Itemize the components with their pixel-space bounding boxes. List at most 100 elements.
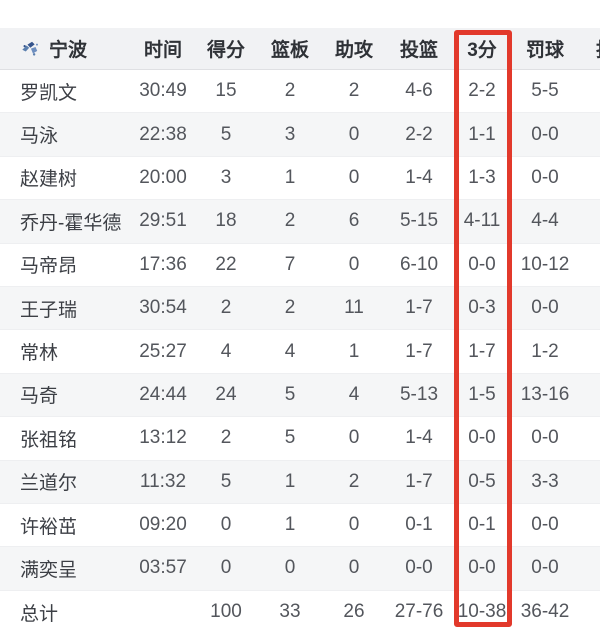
stat-fg: 1-7 — [405, 470, 433, 492]
stat-reb: 33 — [279, 601, 301, 623]
player-row: 乔丹-霍华德 29:51 18 2 6 5-15 4-11 4-4 — [0, 200, 600, 244]
stat-ast: 26 — [343, 601, 365, 623]
team-header-cell[interactable]: 宁波 — [0, 35, 132, 62]
stat-tp: 1-7 — [468, 340, 496, 362]
stat-ast: 0 — [348, 557, 360, 579]
col-header-threes: 3分 — [467, 40, 497, 61]
table-header-row: 宁波 时间 得分 篮板 助攻 投篮 3分 罚球 抢 — [0, 28, 600, 70]
player-name[interactable]: 罗凯文 — [20, 82, 78, 104]
stat-pts: 15 — [215, 80, 237, 102]
player-name[interactable]: 王子瑞 — [20, 299, 78, 321]
stat-ast: 2 — [348, 80, 360, 102]
stat-time: 22:38 — [139, 123, 187, 145]
stat-ast: 0 — [348, 253, 360, 275]
stat-tp: 0-0 — [468, 253, 496, 275]
stat-ft: 1-2 — [531, 340, 559, 362]
stat-fg: 5-15 — [399, 210, 439, 232]
stat-time: 03:57 — [139, 557, 187, 579]
col-header-steals-partial: 抢 — [578, 35, 600, 62]
stat-pts: 5 — [220, 470, 232, 492]
stat-fg: 0-0 — [405, 557, 433, 579]
player-name[interactable]: 常林 — [20, 343, 59, 365]
stat-time: 17:36 — [139, 253, 187, 275]
stat-pts: 24 — [215, 383, 237, 405]
stat-pts: 0 — [220, 514, 232, 536]
stat-ft: 0-0 — [531, 123, 559, 145]
stat-ast: 0 — [348, 166, 360, 188]
stat-tp: 1-3 — [468, 166, 496, 188]
stat-time: 13:12 — [139, 427, 187, 449]
stat-ft: 36-42 — [520, 601, 570, 623]
stat-reb: 2 — [284, 210, 296, 232]
stat-time: 30:54 — [139, 297, 187, 319]
stat-reb: 7 — [284, 253, 296, 275]
player-row: 赵建树 20:00 3 1 0 1-4 1-3 0-0 — [0, 156, 600, 201]
stat-fg: 1-4 — [405, 427, 433, 449]
stat-tp: 0-0 — [468, 557, 496, 579]
stat-ast: 4 — [348, 383, 360, 405]
stat-pts: 22 — [215, 253, 237, 275]
player-name[interactable]: 马奇 — [20, 386, 59, 408]
stat-reb: 0 — [284, 557, 296, 579]
stat-tp: 0-1 — [468, 514, 496, 536]
totals-row: 总计 100 33 26 27-76 10-38 36-42 — [0, 590, 600, 635]
table-body: 罗凯文 30:49 15 2 2 4-6 2-2 5-5 马泳 22:38 5 3 0 2-2 1-1 0-0… — [0, 70, 600, 635]
stat-tp: 0-5 — [468, 470, 496, 492]
player-name[interactable]: 许裕茁 — [20, 516, 78, 538]
stat-ast: 11 — [344, 297, 364, 319]
player-name[interactable]: 张祖铭 — [20, 429, 78, 451]
player-row: 许裕茁 09:20 0 1 0 0-1 0-1 0-0 — [0, 503, 600, 548]
stat-ft: 0-0 — [531, 514, 559, 536]
stat-pts: 3 — [220, 166, 232, 188]
stat-time: 25:27 — [139, 340, 187, 362]
stat-ast: 6 — [348, 210, 360, 232]
stat-tp: 10-38 — [457, 601, 507, 623]
stat-time: 24:44 — [139, 383, 187, 405]
player-row: 王子瑞 30:54 2 2 11 1-7 0-3 0-0 — [0, 286, 600, 331]
stat-fg: 2-2 — [405, 123, 433, 145]
stat-fg: 1-7 — [405, 297, 433, 319]
player-name[interactable]: 满奕呈 — [20, 559, 78, 581]
stat-reb: 1 — [284, 470, 296, 492]
stat-ft: 0-0 — [531, 427, 559, 449]
stat-fg: 6-10 — [399, 253, 439, 275]
stat-pts: 5 — [220, 123, 232, 145]
stat-reb: 2 — [284, 297, 296, 319]
stat-tp: 1-5 — [468, 383, 496, 405]
stat-pts: 2 — [220, 297, 232, 319]
player-row: 满奕呈 03:57 0 0 0 0-0 0-0 0-0 — [0, 547, 600, 591]
stat-ft: 10-12 — [520, 253, 570, 275]
stat-ft: 0-0 — [531, 557, 559, 579]
stat-fg: 27-76 — [394, 601, 444, 623]
stat-time: 29:51 — [139, 210, 187, 232]
stat-reb: 2 — [284, 80, 296, 102]
player-row: 常林 25:27 4 4 1 1-7 1-7 1-2 — [0, 330, 600, 374]
col-header-fieldgoals: 投篮 — [399, 40, 438, 61]
stat-tp: 1-1 — [468, 123, 496, 145]
player-row: 兰道尔 11:32 5 1 2 1-7 0-5 3-3 — [0, 460, 600, 504]
player-name[interactable]: 马泳 — [20, 126, 59, 148]
stat-tp: 4-11 — [463, 210, 501, 232]
stat-reb: 5 — [284, 427, 296, 449]
stat-tp: 0-3 — [468, 297, 496, 319]
stat-ft: 0-0 — [531, 297, 559, 319]
stat-fg: 0-1 — [405, 514, 433, 536]
stat-time: 20:00 — [139, 166, 187, 188]
stat-ft: 5-5 — [531, 80, 559, 102]
stat-ast: 0 — [348, 427, 360, 449]
stat-pts: 18 — [215, 210, 237, 232]
stat-fg: 1-4 — [405, 166, 433, 188]
player-row: 马帝昂 17:36 22 7 0 6-10 0-0 10-12 — [0, 243, 600, 287]
player-name[interactable]: 兰道尔 — [20, 473, 78, 495]
col-header-rebounds: 篮板 — [270, 40, 309, 61]
stat-ft: 3-3 — [531, 470, 559, 492]
player-name[interactable]: 赵建树 — [20, 169, 78, 191]
player-name[interactable]: 马帝昂 — [20, 256, 78, 278]
stat-ft: 13-16 — [520, 383, 570, 405]
player-row: 罗凯文 30:49 15 2 2 4-6 2-2 5-5 — [0, 70, 600, 114]
player-name[interactable]: 乔丹-霍华德 — [20, 212, 122, 234]
stat-reb: 1 — [284, 514, 296, 536]
player-row: 马泳 22:38 5 3 0 2-2 1-1 0-0 — [0, 113, 600, 157]
stat-reb: 3 — [284, 123, 296, 145]
stat-fg: 5-13 — [399, 383, 439, 405]
